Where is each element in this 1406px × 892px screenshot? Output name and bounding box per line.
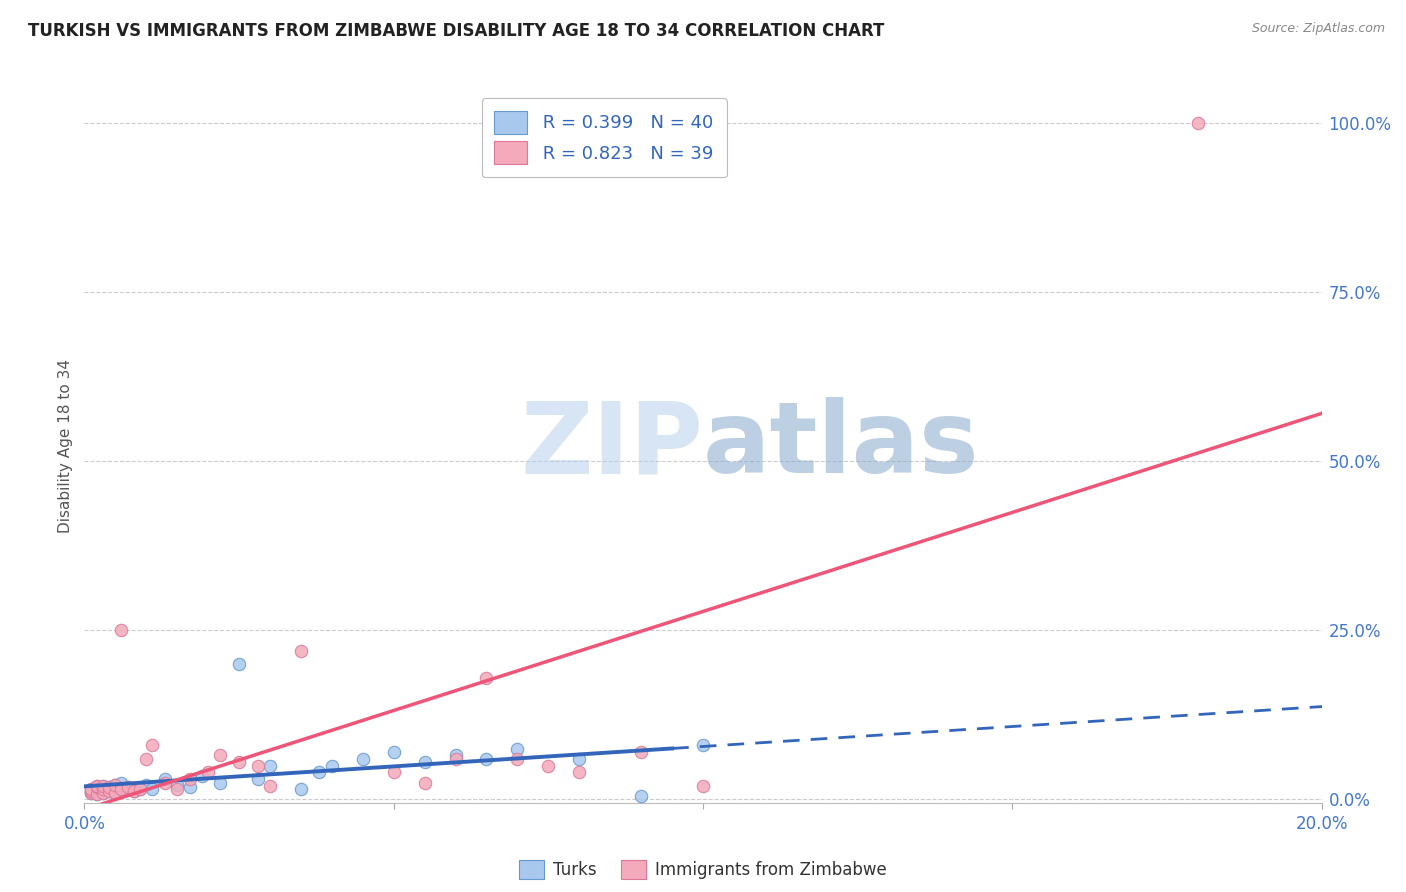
Point bbox=[79, 786, 101, 800]
Point bbox=[506, 741, 529, 756]
Point bbox=[86, 779, 108, 793]
Point bbox=[110, 782, 132, 797]
Point bbox=[413, 775, 436, 789]
Point bbox=[228, 657, 250, 672]
Point bbox=[153, 772, 176, 786]
Point bbox=[141, 739, 163, 753]
Point bbox=[413, 756, 436, 770]
Point bbox=[79, 782, 101, 797]
Point bbox=[91, 782, 114, 797]
Point bbox=[91, 782, 114, 797]
Point bbox=[1187, 116, 1209, 130]
Point bbox=[197, 765, 219, 780]
Point bbox=[86, 780, 108, 795]
Point bbox=[91, 786, 114, 800]
Point bbox=[135, 778, 157, 792]
Point bbox=[166, 778, 188, 792]
Point bbox=[117, 780, 139, 795]
Point bbox=[692, 739, 714, 753]
Point bbox=[630, 789, 652, 803]
Text: Source: ZipAtlas.com: Source: ZipAtlas.com bbox=[1251, 22, 1385, 36]
Point bbox=[86, 787, 108, 801]
Legend: Turks, Immigrants from Zimbabwe: Turks, Immigrants from Zimbabwe bbox=[512, 851, 894, 888]
Point bbox=[475, 671, 498, 685]
Point bbox=[568, 765, 591, 780]
Point bbox=[122, 784, 145, 798]
Point bbox=[290, 643, 312, 657]
Point bbox=[259, 779, 281, 793]
Point bbox=[153, 775, 176, 789]
Y-axis label: Disability Age 18 to 34: Disability Age 18 to 34 bbox=[58, 359, 73, 533]
Point bbox=[179, 780, 201, 795]
Point bbox=[91, 786, 114, 800]
Point bbox=[104, 786, 127, 800]
Point bbox=[308, 765, 330, 780]
Point bbox=[290, 782, 312, 797]
Point bbox=[228, 756, 250, 770]
Point bbox=[104, 786, 127, 800]
Point bbox=[382, 745, 405, 759]
Point bbox=[86, 780, 108, 795]
Point bbox=[98, 784, 121, 798]
Point bbox=[98, 780, 121, 795]
Point bbox=[110, 624, 132, 638]
Point bbox=[444, 752, 467, 766]
Point bbox=[129, 782, 152, 797]
Point bbox=[104, 778, 127, 792]
Text: atlas: atlas bbox=[703, 398, 980, 494]
Point bbox=[475, 752, 498, 766]
Point bbox=[91, 779, 114, 793]
Point bbox=[209, 775, 232, 789]
Point bbox=[98, 780, 121, 795]
Point bbox=[91, 779, 114, 793]
Point bbox=[537, 758, 560, 772]
Point bbox=[382, 765, 405, 780]
Text: TURKISH VS IMMIGRANTS FROM ZIMBABWE DISABILITY AGE 18 TO 34 CORRELATION CHART: TURKISH VS IMMIGRANTS FROM ZIMBABWE DISA… bbox=[28, 22, 884, 40]
Point bbox=[79, 784, 101, 798]
Point bbox=[117, 780, 139, 795]
Point bbox=[209, 748, 232, 763]
Point bbox=[122, 784, 145, 798]
Point bbox=[568, 752, 591, 766]
Point bbox=[110, 782, 132, 797]
Point bbox=[79, 786, 101, 800]
Point bbox=[98, 784, 121, 798]
Point bbox=[79, 784, 101, 798]
Point bbox=[259, 758, 281, 772]
Point bbox=[506, 752, 529, 766]
Point bbox=[86, 787, 108, 801]
Point bbox=[166, 782, 188, 797]
Point bbox=[321, 758, 343, 772]
Point bbox=[246, 758, 269, 772]
Text: ZIP: ZIP bbox=[520, 398, 703, 494]
Point bbox=[135, 752, 157, 766]
Point bbox=[104, 778, 127, 792]
Point bbox=[110, 775, 132, 789]
Point bbox=[141, 782, 163, 797]
Point bbox=[179, 772, 201, 786]
Point bbox=[630, 745, 652, 759]
Point bbox=[246, 772, 269, 786]
Point bbox=[86, 779, 108, 793]
Point bbox=[352, 752, 374, 766]
Point bbox=[444, 748, 467, 763]
Point bbox=[129, 782, 152, 797]
Point bbox=[692, 779, 714, 793]
Point bbox=[191, 769, 214, 783]
Point bbox=[79, 782, 101, 797]
